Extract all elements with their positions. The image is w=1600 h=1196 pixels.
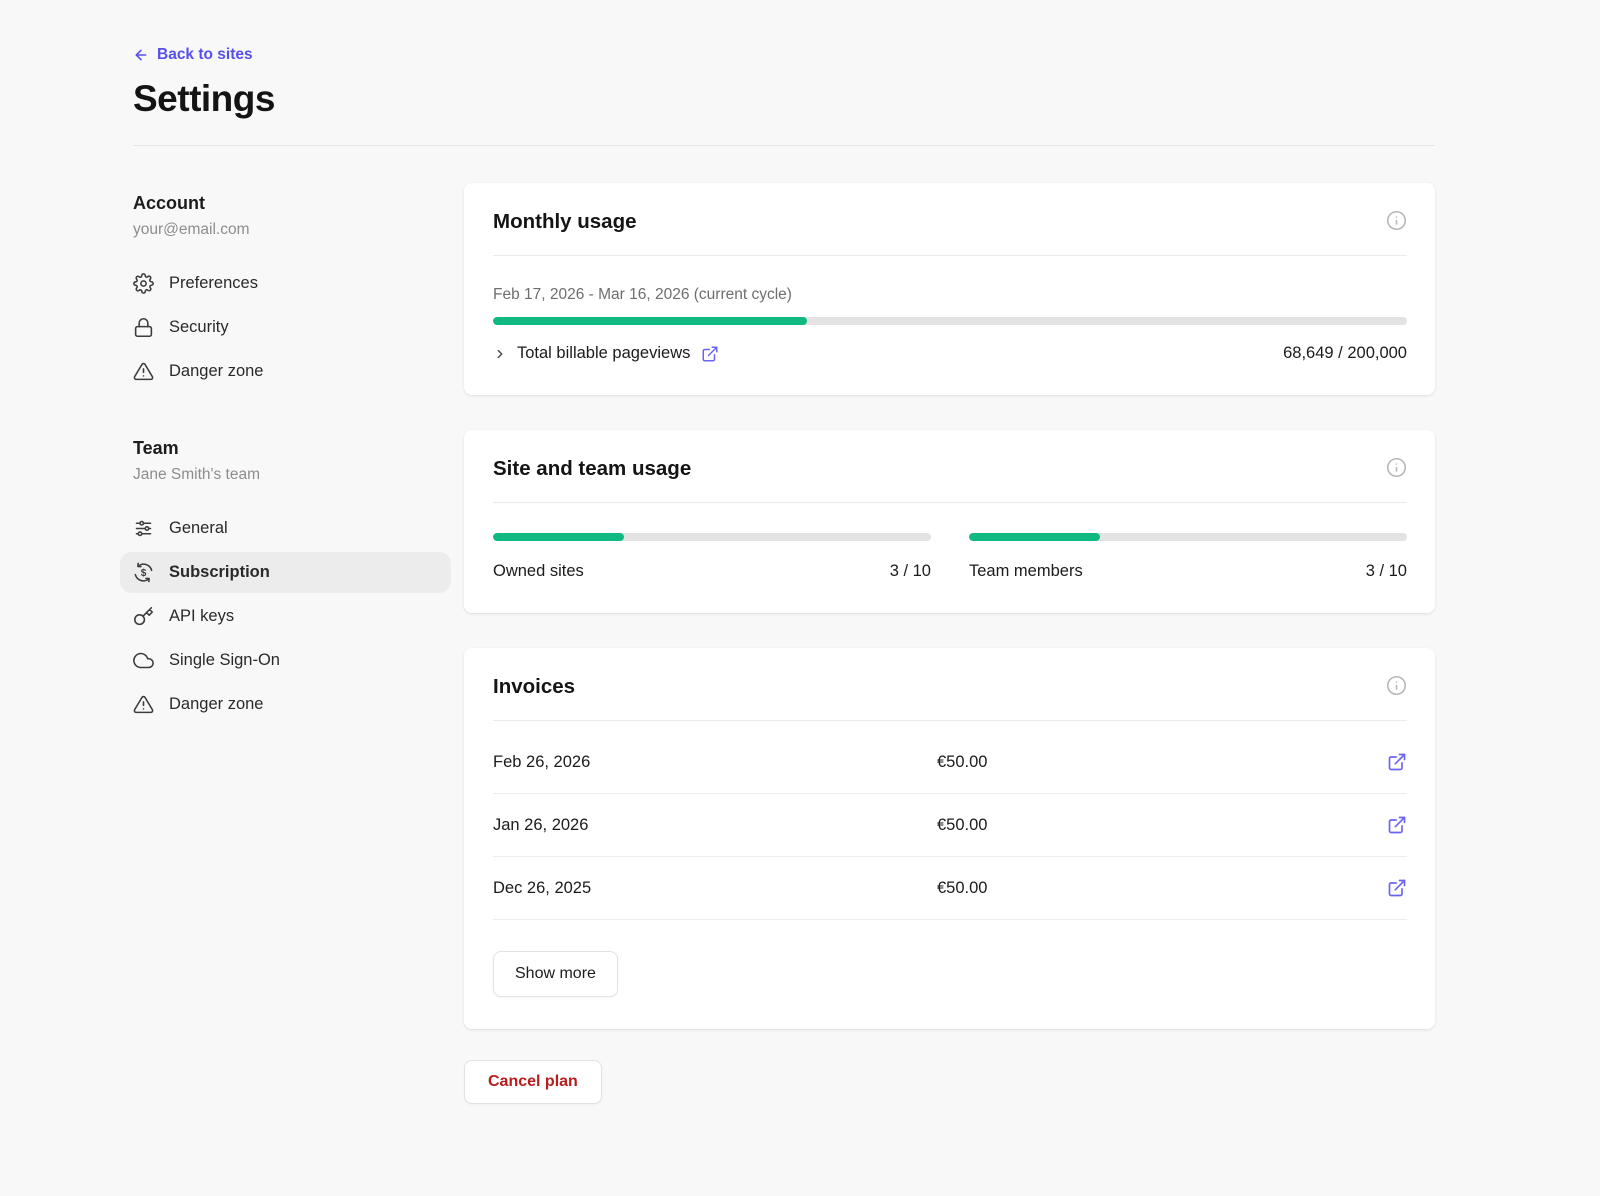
account-section-title: Account	[133, 193, 438, 214]
invoice-row: Jan 26, 2026 €50.00	[493, 794, 1407, 857]
team-members-label: Team members	[969, 562, 1083, 581]
invoice-date: Jan 26, 2026	[493, 816, 937, 835]
sidebar-item-api-keys[interactable]: API keys	[120, 596, 451, 637]
invoice-row: Feb 26, 2026 €50.00	[493, 731, 1407, 794]
chevron-right-icon	[493, 347, 507, 361]
external-link-icon[interactable]	[1387, 878, 1407, 898]
sidebar-item-label: API keys	[169, 607, 234, 626]
svg-text:$: $	[141, 568, 147, 579]
page-title: Settings	[133, 78, 1435, 120]
site-team-usage-card: Site and team usage Owned sites	[464, 430, 1435, 613]
external-link-icon[interactable]	[701, 345, 719, 363]
invoice-row: Dec 26, 2025 €50.00	[493, 857, 1407, 920]
lock-icon	[133, 317, 154, 338]
billing-cycle-label: Feb 17, 2026 - Mar 16, 2026 (current cyc…	[493, 286, 1407, 304]
back-to-sites-link[interactable]: Back to sites	[133, 46, 253, 64]
invoice-date: Feb 26, 2026	[493, 753, 937, 772]
pageviews-metric-label: Total billable pageviews	[517, 344, 690, 363]
pageviews-usage-value: 68,649 / 200,000	[1283, 344, 1407, 363]
monthly-usage-title: Monthly usage	[493, 210, 637, 234]
info-icon[interactable]	[1386, 210, 1407, 231]
back-link-label: Back to sites	[157, 46, 253, 64]
invoices-card: Invoices Feb 26, 2026 €50.00	[464, 648, 1435, 1029]
owned-sites-label: Owned sites	[493, 562, 584, 581]
arrow-left-icon	[133, 47, 149, 63]
sidebar-item-single-sign-on[interactable]: Single Sign-On	[120, 640, 451, 681]
warning-triangle-icon	[133, 694, 154, 715]
invoice-amount: €50.00	[937, 879, 1381, 898]
sidebar-item-label: Preferences	[169, 274, 258, 293]
settings-page: Back to sites Settings Account your@emai…	[133, 0, 1435, 1104]
sidebar-item-label: Danger zone	[169, 362, 263, 381]
pageviews-expand-toggle[interactable]: Total billable pageviews	[493, 344, 719, 363]
sidebar-item-general[interactable]: General	[120, 508, 451, 549]
pageviews-progress-fill	[493, 317, 807, 325]
account-nav: Preferences Security Danger zone	[133, 263, 438, 392]
account-email: your@email.com	[133, 221, 438, 239]
invoice-amount: €50.00	[937, 753, 1381, 772]
owned-sites-value: 3 / 10	[890, 562, 931, 581]
sidebar-item-subscription[interactable]: $ Subscription	[120, 552, 451, 593]
sidebar-item-preferences[interactable]: Preferences	[120, 263, 451, 304]
warning-triangle-icon	[133, 361, 154, 382]
team-section-title: Team	[133, 438, 438, 459]
owned-sites-progress-fill	[493, 533, 624, 541]
show-more-button[interactable]: Show more	[493, 951, 618, 997]
gear-icon	[133, 273, 154, 294]
team-members-progress-fill	[969, 533, 1100, 541]
site-team-usage-title: Site and team usage	[493, 457, 691, 481]
external-link-icon[interactable]	[1387, 752, 1407, 772]
sidebar-item-team-danger-zone[interactable]: Danger zone	[120, 684, 451, 725]
cancel-plan-button[interactable]: Cancel plan	[464, 1060, 602, 1104]
team-members-progress-bar	[969, 533, 1407, 541]
info-icon[interactable]	[1386, 457, 1407, 478]
team-name: Jane Smith's team	[133, 466, 438, 484]
team-nav: General $ Subscription API keys	[133, 508, 438, 725]
team-members-value: 3 / 10	[1366, 562, 1407, 581]
sidebar-section-team: Team Jane Smith's team General $ Subscri…	[133, 438, 438, 725]
pageviews-progress-bar	[493, 317, 1407, 325]
external-link-icon[interactable]	[1387, 815, 1407, 835]
dollar-refresh-icon: $	[133, 562, 154, 583]
team-members-meter: Team members 3 / 10	[969, 533, 1407, 581]
sidebar-item-label: Security	[169, 318, 229, 337]
sidebar-section-account: Account your@email.com Preferences Secur…	[133, 193, 438, 392]
header-divider	[133, 145, 1435, 146]
owned-sites-meter: Owned sites 3 / 10	[493, 533, 931, 581]
key-icon	[133, 606, 154, 627]
cloud-icon	[133, 650, 154, 671]
monthly-usage-card: Monthly usage Feb 17, 2026 - Mar 16, 202…	[464, 183, 1435, 395]
settings-main: Monthly usage Feb 17, 2026 - Mar 16, 202…	[464, 183, 1435, 1104]
invoice-amount: €50.00	[937, 816, 1381, 835]
sidebar-item-label: Single Sign-On	[169, 651, 280, 670]
invoice-date: Dec 26, 2025	[493, 879, 937, 898]
owned-sites-progress-bar	[493, 533, 931, 541]
sidebar-item-label: General	[169, 519, 228, 538]
sliders-icon	[133, 518, 154, 539]
info-icon[interactable]	[1386, 675, 1407, 696]
settings-sidebar: Account your@email.com Preferences Secur…	[133, 183, 438, 728]
invoices-title: Invoices	[493, 675, 575, 699]
sidebar-item-security[interactable]: Security	[120, 307, 451, 348]
sidebar-item-account-danger-zone[interactable]: Danger zone	[120, 351, 451, 392]
sidebar-item-label: Subscription	[169, 563, 270, 582]
sidebar-item-label: Danger zone	[169, 695, 263, 714]
